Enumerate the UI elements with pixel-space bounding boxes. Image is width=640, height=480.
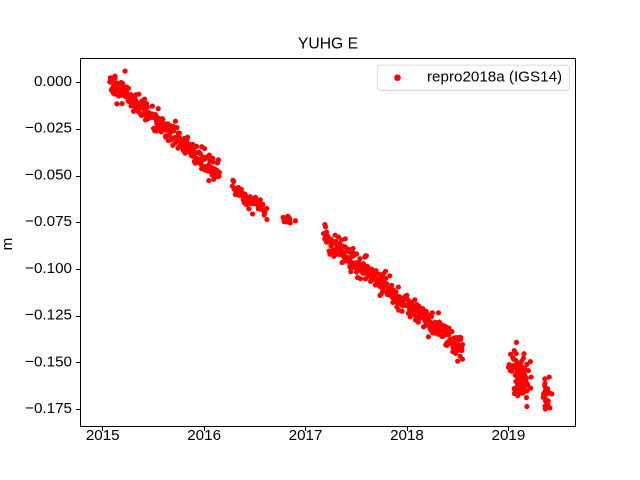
svg-text:−0.150: −0.150: [25, 353, 72, 370]
svg-text:2016: 2016: [187, 427, 221, 444]
svg-text:2015: 2015: [86, 427, 120, 444]
svg-text:2018: 2018: [390, 427, 424, 444]
svg-text:m: m: [0, 238, 16, 251]
svg-text:−0.125: −0.125: [25, 307, 72, 324]
svg-text:−0.100: −0.100: [25, 260, 72, 277]
svg-text:−0.075: −0.075: [25, 213, 72, 230]
svg-text:repro2018a (IGS14): repro2018a (IGS14): [427, 69, 562, 86]
svg-text:YUHG E: YUHG E: [298, 36, 358, 53]
svg-text:−0.050: −0.050: [25, 166, 72, 183]
svg-text:2017: 2017: [289, 427, 323, 444]
svg-text:2019: 2019: [492, 427, 526, 444]
svg-text:−0.025: −0.025: [25, 120, 72, 137]
svg-text:0.000: 0.000: [34, 73, 72, 90]
svg-text:−0.175: −0.175: [25, 400, 72, 417]
